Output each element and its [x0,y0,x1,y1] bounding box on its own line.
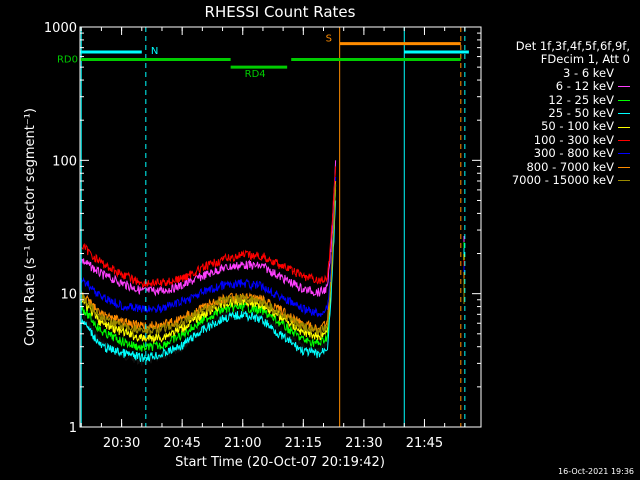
legend-items: 3 - 6 keV 6 - 12 keV 12 - 25 keV 25 - 50 ke… [480,65,630,188]
legend-label-0: 3 - 6 keV [563,65,614,80]
legend-item-2: 12 - 25 keV [480,92,630,107]
y-axis-label: Count Rate (s⁻¹ detector segment⁻¹) [23,108,38,346]
series-line-8 [81,184,337,338]
x-tick-label-4: 21:30 [345,436,382,451]
annotation-label-4: RD4 [245,69,266,80]
legend-swatch-7 [618,166,630,168]
legend: Det 1f,3f,4f,5f,6f,9f, FDecim 1, Att 0 3… [480,39,630,188]
x-tick-label-2: 21:00 [224,436,261,451]
legend-item-7: 800 - 7000 keV [480,159,630,174]
series-line-1 [80,160,337,297]
legend-swatch-8 [618,180,630,182]
x-tick-label-0: 20:30 [103,436,140,451]
legend-header-line-1: Det 1f,3f,4f,5f,6f,9f, [515,39,630,53]
legend-swatch-6 [618,153,630,155]
x-tick-label-5: 21:45 [406,436,443,451]
legend-label-8: 7000 - 15000 keV [511,173,614,188]
legend-item-3: 25 - 50 keV [480,106,630,121]
legend-swatch-0 [618,73,630,75]
series-line-5 [80,166,337,288]
annotation-label-1: S [326,34,332,45]
timestamp: 16-Oct-2021 19:36 [558,467,634,476]
legend-swatch-4 [618,126,630,128]
legend-label-3: 25 - 50 keV [548,106,614,121]
legend-item-1: 6 - 12 keV [480,79,630,94]
legend-item-8: 7000 - 15000 keV [480,173,630,188]
series-line-3 [80,200,337,362]
legend-label-7: 800 - 7000 keV [526,159,614,174]
legend-swatch-3 [618,113,630,115]
legend-item-5: 100 - 300 keV [480,132,630,147]
legend-label-1: 6 - 12 keV [555,79,614,94]
annotation-label-3: RD0 [57,55,78,66]
plot-frame [79,26,482,428]
legend-label-5: 100 - 300 keV [533,132,614,147]
y-tick-label-2: 100 [52,154,77,169]
series-line-2 [80,189,337,352]
y-tick-label-3: 1000 [44,21,77,36]
legend-swatch-5 [618,140,630,142]
annotation-label-0: N [151,46,158,57]
legend-label-6: 300 - 800 keV [533,146,614,161]
legend-item-6: 300 - 800 keV [480,146,630,161]
chart-marks: N S RD0 RD4 [57,27,469,427]
x-tick-label-3: 21:15 [285,436,322,451]
series-line-6 [80,176,337,318]
chart-title: RHESSI Count Rates [205,3,356,21]
legend-header-line-2: FDecim 1, Att 0 [540,52,630,67]
y-tick-label-0: 1 [69,421,77,436]
legend-label-4: 50 - 100 keV [541,119,614,134]
legend-item-0: 3 - 6 keV [480,65,630,80]
x-tick-label-1: 20:45 [163,436,200,451]
legend-label-2: 12 - 25 keV [548,92,614,107]
x-axis-label: Start Time (20-Oct-07 20:19:42) [175,455,385,470]
y-tick-label-1: 10 [60,288,77,303]
legend-item-4: 50 - 100 keV [480,120,630,133]
legend-swatch-1 [618,86,630,88]
legend-swatch-2 [618,99,630,101]
